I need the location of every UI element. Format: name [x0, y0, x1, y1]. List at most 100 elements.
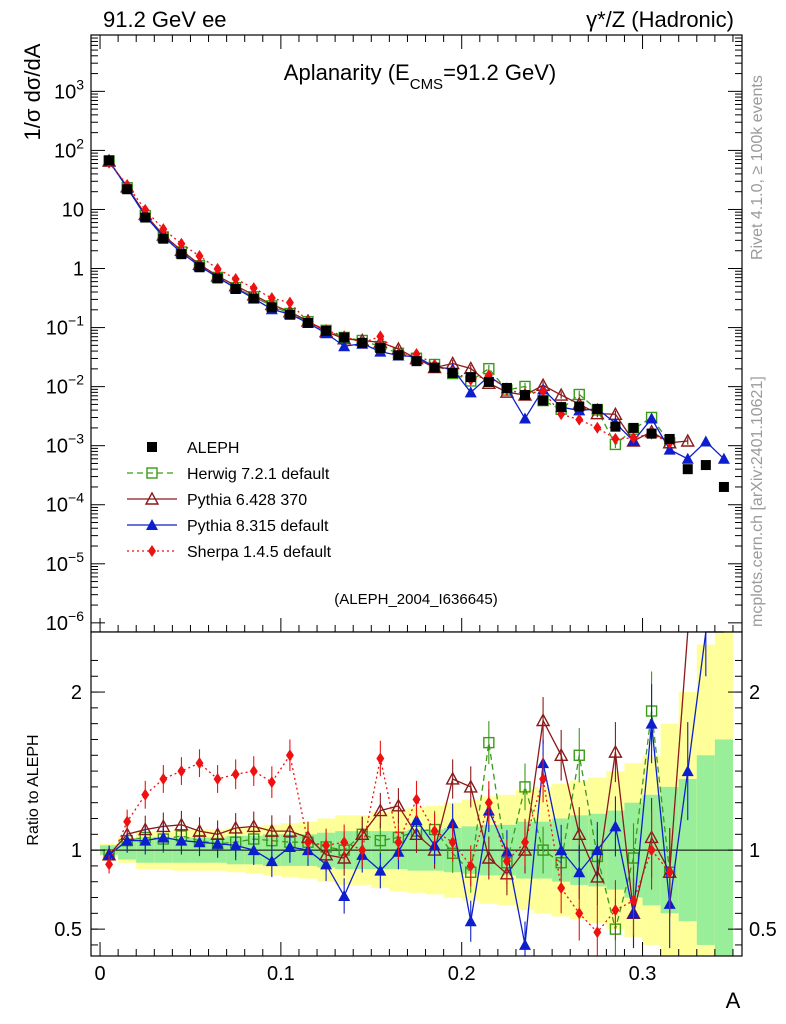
- pythia-6428-point: [553, 387, 569, 401]
- pythia-8315-ratio-point: [573, 866, 586, 878]
- sherpa-145-ratio-point: [141, 788, 150, 801]
- aleph-data-point: [140, 212, 151, 223]
- aleph-data-point: [429, 362, 440, 373]
- pythia-6428-ratio-point: [373, 803, 388, 817]
- herwig-721-ratio-point: [573, 749, 585, 761]
- sherpa-145-point: [611, 432, 620, 445]
- aleph-data-point: [700, 460, 711, 471]
- sherpa-145-ratio-point: [412, 793, 421, 806]
- sherpa-145-point: [195, 250, 204, 263]
- axis-layer: 0 0.1 0.2 0.3 10−6 10−5 10−4 10−3 10−2 10−1 1 10 102…: [46, 34, 777, 985]
- y-tick-label: 10−6: [46, 608, 84, 635]
- legend-label: ALEPH: [187, 440, 239, 457]
- header-left-label: 91.2 GeV ee: [103, 7, 227, 32]
- pythia-8315-ratio-point: [175, 834, 188, 846]
- y-tick-label: 102: [54, 135, 84, 162]
- sherpa-145-point: [231, 272, 240, 285]
- analysis-label: (ALEPH_2004_I636645): [334, 591, 497, 608]
- pythia-8315-ratio-point: [374, 864, 387, 876]
- sherpa-145-point: [285, 296, 294, 309]
- herwig-721-ratio-point: [519, 781, 531, 793]
- pythia-8315-ratio-point: [157, 831, 170, 843]
- pythia-8315-ratio-point: [609, 820, 622, 832]
- herwig-721-ratio-point: [483, 736, 495, 749]
- legend-marker: [147, 442, 157, 452]
- sherpa-145-ratio-point: [358, 844, 367, 857]
- pythia-8315-ratio-point: [338, 889, 351, 901]
- aleph-data-point: [538, 395, 549, 406]
- ratio-tick-label-right: 2: [749, 682, 760, 704]
- y-tick-label: 103: [54, 76, 84, 103]
- legend-marker: [148, 545, 156, 557]
- sherpa-145-ratio-point: [647, 844, 656, 857]
- pythia-8315-point: [519, 412, 531, 424]
- ratio-tick-label-right: 0.5: [749, 919, 777, 941]
- legend-label: Pythia 8.315 default: [187, 518, 329, 535]
- aleph-data-point: [212, 273, 223, 284]
- sherpa-145-ratio-point: [448, 836, 457, 849]
- aleph-data-point: [158, 233, 169, 244]
- sherpa-145-ratio-point: [484, 796, 493, 809]
- chart-title-end: =91.2 GeV): [443, 60, 556, 85]
- y-tick-label: 10−3: [46, 431, 84, 458]
- x-tick-label: 0.2: [448, 963, 476, 985]
- aleph-data-point: [682, 464, 693, 475]
- herwig-721-ratio-point: [537, 844, 549, 856]
- aleph-data-point: [104, 155, 115, 166]
- aleph-data-point: [122, 184, 133, 195]
- aleph-data-point: [303, 317, 313, 328]
- chart-title: Aplanarity (ECMS=91.2 GeV): [284, 60, 556, 93]
- sherpa-145-ratio-point: [340, 836, 349, 849]
- sherpa-145-ratio-point: [195, 757, 204, 770]
- pythia-8315-ratio-point: [283, 840, 296, 852]
- sherpa-145-ratio-point: [430, 825, 439, 838]
- pythia-8315-ratio-point: [121, 834, 134, 846]
- chart-title-subscript: CMS: [410, 76, 443, 93]
- sherpa-145-ratio-point: [629, 894, 638, 907]
- pythia-8315-point: [464, 386, 477, 398]
- aleph-data-point: [357, 337, 368, 348]
- aleph-data-point: [592, 403, 603, 414]
- sherpa-145-ratio-point: [539, 772, 548, 785]
- y-tick-label: 1: [73, 259, 84, 281]
- pythia-6428-ratio-point: [445, 771, 460, 785]
- sherpa-145-point: [177, 237, 186, 250]
- sherpa-145-ratio-point: [267, 776, 276, 789]
- sherpa-145-ratio-point: [394, 836, 403, 849]
- x-tick-label: 0.1: [267, 963, 295, 985]
- header-right-label: γ*/Z (Hadronic): [586, 7, 734, 32]
- aleph-data-point: [284, 309, 295, 320]
- pythia-6428-ratio-point: [463, 779, 478, 793]
- y-axis-label-top: 1/σ dσ/dA: [20, 43, 45, 140]
- pythia-8315-ratio-point: [211, 837, 224, 849]
- aleph-data-point: [176, 249, 187, 260]
- pythia-6428-ratio-point: [409, 826, 424, 841]
- pythia-8315-ratio-point: [265, 855, 278, 867]
- mcplots-label: mcplots.cern.ch [arXiv:2401.10621]: [749, 376, 766, 627]
- pythia-8315-point: [645, 412, 658, 424]
- sherpa-145-ratio-point: [123, 815, 132, 828]
- aleph-data-point: [718, 481, 729, 492]
- sherpa-145-ratio-point: [466, 859, 475, 872]
- ratio-plot-frame: [90, 631, 743, 957]
- sherpa-145-ratio-point: [557, 882, 566, 895]
- y-tick-label: 10−4: [46, 490, 84, 517]
- aleph-data-point: [646, 428, 657, 439]
- ratio-tick-label: 0.5: [54, 919, 82, 941]
- sherpa-145-ratio-point: [376, 752, 385, 765]
- sherpa-145-ratio-point: [249, 765, 258, 778]
- pythia-8315-point: [338, 340, 351, 352]
- sherpa-145-ratio-point: [304, 836, 312, 849]
- pythia-8315-ratio-point: [645, 717, 658, 729]
- pythia-6428-ratio-point: [336, 850, 352, 864]
- x-tick-label: 0.3: [629, 963, 657, 985]
- sherpa-145-ratio-point: [159, 772, 168, 785]
- legend-marker: [144, 491, 160, 505]
- legend: ALEPH Herwig 7.2.1 default Pythia 6.428 37…: [127, 440, 332, 561]
- aleph-data-point: [483, 376, 494, 387]
- ratio-tick-label-right: 1: [749, 840, 760, 862]
- y-tick-label: 10−2: [46, 372, 84, 399]
- x-axis-label: A: [726, 988, 741, 1013]
- sherpa-145-ratio-point: [285, 749, 294, 762]
